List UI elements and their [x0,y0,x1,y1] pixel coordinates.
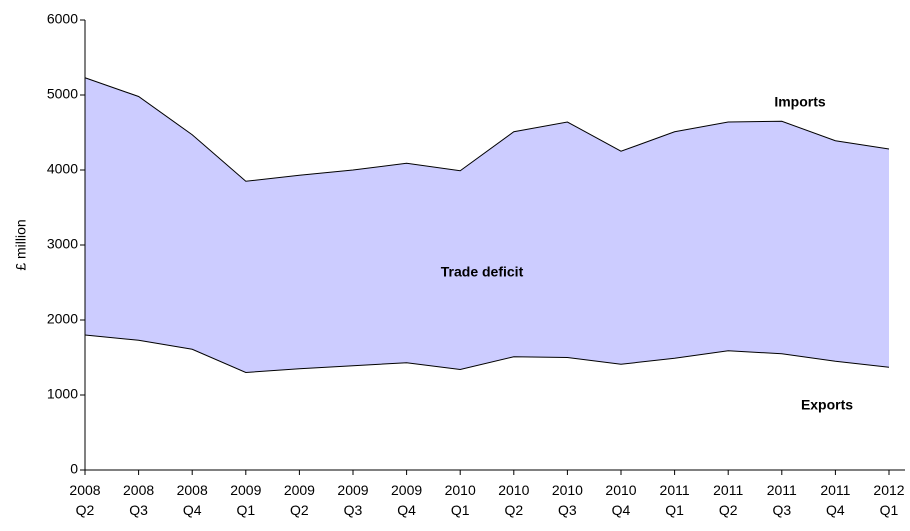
x-tick-label: 2008 Q2 [69,482,101,518]
x-tick-label: 2008 Q4 [176,482,208,518]
y-tick-label: 0 [70,461,78,477]
x-tick-label: 2009 Q1 [230,482,262,518]
x-tick-label: 2011 Q4 [820,482,851,518]
line [84,334,890,374]
x-tick-label: 2010 Q1 [444,482,476,518]
line [84,77,890,182]
x-tick-label: 2011 Q1 [659,482,690,518]
y-tick-label: 4000 [47,161,78,177]
y-tick-label: 5000 [47,86,78,102]
x-tick-label: 2009 Q3 [337,482,369,518]
x-tick-label: 2009 Q4 [391,482,423,518]
x-tick-label: 2010 Q3 [551,482,583,518]
x-tick-label: 2008 Q3 [123,482,155,518]
x-tick-label: 2010 Q2 [498,482,530,518]
y-axis-label: £ million [13,219,29,270]
series-label: Exports [801,397,853,413]
y-tick-label: 3000 [47,236,78,252]
x-tick-label: 2011 Q3 [766,482,797,518]
y-tick-label: 1000 [47,386,78,402]
x-tick-label: 2009 Q2 [283,482,315,518]
x-tick-label: 2011 Q2 [713,482,744,518]
y-tick-label: 2000 [47,311,78,327]
area [85,335,889,470]
annotation: Trade deficit [441,264,524,280]
x-tick-label: 2010 Q4 [605,482,637,518]
series-label: Imports [774,94,826,110]
y-tick-label: 6000 [47,11,78,27]
x-tick-label: 2012 Q1 [873,482,905,518]
